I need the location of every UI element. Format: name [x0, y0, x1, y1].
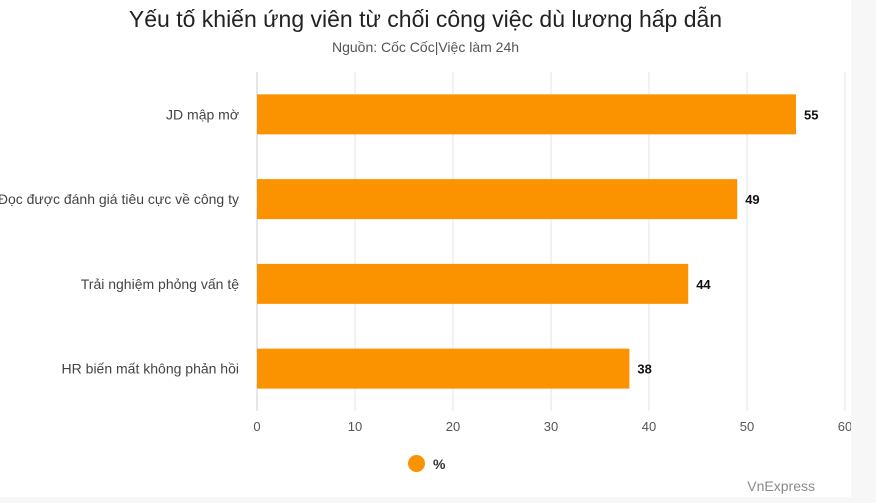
data-label: 44	[696, 277, 711, 292]
category-label: HR biến mất không phản hồi	[62, 361, 239, 377]
x-tick-label: 20	[446, 419, 460, 434]
brand-label: VnExpress	[747, 478, 815, 494]
legend-marker	[408, 455, 425, 472]
x-tick-label: 30	[544, 419, 558, 434]
chart-subtitle: Nguồn: Cốc Cốc|Việc làm 24h	[331, 39, 520, 55]
bar-chart: 0 10 20 30 40 50 60 JD mập mờ 55 Đọc được đánh gi…	[0, 72, 851, 434]
data-label: 38	[637, 362, 651, 377]
data-label: 49	[745, 192, 759, 207]
bar	[257, 94, 796, 135]
x-tick-label: 40	[642, 419, 656, 434]
legend[interactable]: %	[408, 455, 445, 472]
x-tick-label: 60	[838, 419, 851, 434]
x-tick-label: 10	[348, 419, 362, 434]
bar	[257, 263, 689, 304]
data-label: 55	[804, 107, 818, 122]
bar	[257, 179, 738, 220]
category-label: Trải nghiệm phỏng vấn tệ	[81, 276, 239, 292]
chart-card: Yếu tố khiến ứng viên từ chối công việc …	[0, 6, 851, 494]
category-label: Đọc được đánh giá tiêu cực về công ty	[0, 191, 239, 207]
x-tick-label: 50	[740, 419, 754, 434]
legend-label: %	[433, 455, 446, 472]
x-tick-label: 0	[253, 419, 260, 434]
bar	[257, 348, 630, 389]
category-label: JD mập mờ	[166, 106, 239, 122]
chart-title: Yếu tố khiến ứng viên từ chối công việc …	[128, 6, 723, 32]
